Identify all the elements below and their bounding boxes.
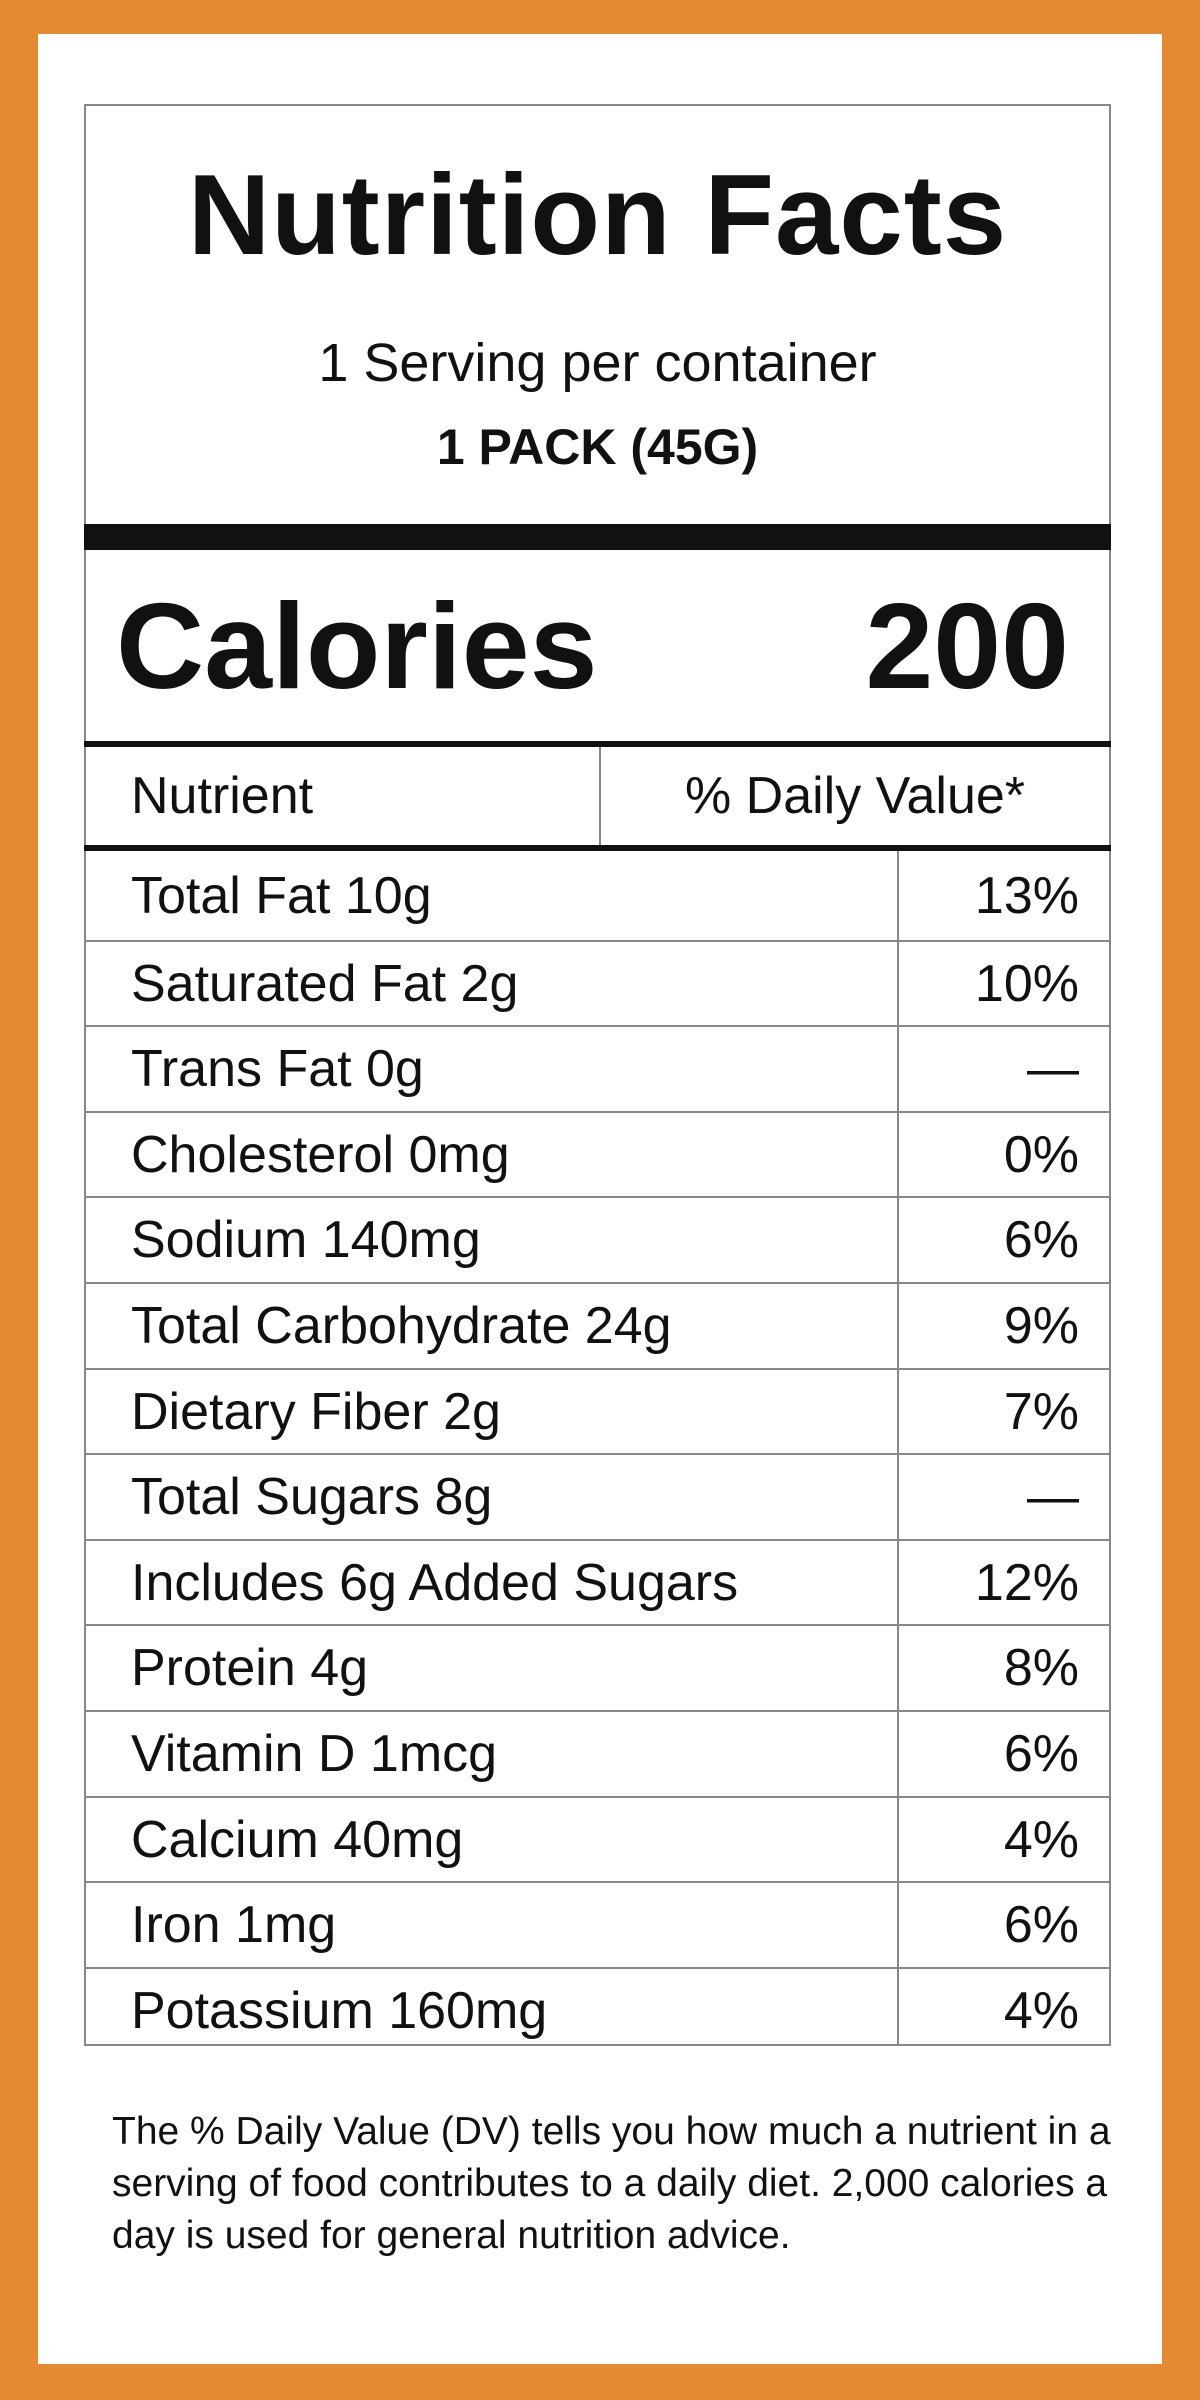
- footnote: The % Daily Value (DV) tells you how muc…: [112, 2110, 1111, 2257]
- table-row: Calcium 40mg 4%: [86, 1795, 1109, 1882]
- table-row: Cholesterol 0mg 0%: [86, 1110, 1109, 1197]
- daily-value: —: [1027, 1468, 1079, 1527]
- divider: [84, 524, 1111, 550]
- nutrient-name: Saturated Fat 2g: [131, 954, 519, 1013]
- calories-label: Calories: [116, 578, 598, 714]
- column-header: % Daily Value*: [684, 767, 1026, 825]
- table-row: Vitamin D 1mcg 6%: [86, 1710, 1109, 1796]
- daily-value: 6%: [1003, 1211, 1079, 1270]
- table-row: Total Sugars 8g —: [86, 1453, 1109, 1539]
- nutrient-name: Protein 4g: [131, 1639, 369, 1698]
- divider: [84, 845, 1111, 851]
- table-row: Potassium 160mg 4%: [86, 1966, 1109, 2053]
- table-row: Saturated Fat 2g 10%: [86, 939, 1109, 1026]
- daily-value: 12%: [974, 1553, 1079, 1612]
- nutrient-name: Potassium 160mg: [131, 1981, 548, 2040]
- serving-size: 1 PACK (45G): [436, 419, 759, 475]
- table-row: Total Fat 10g 13%: [86, 854, 1109, 940]
- table-row: Sodium 140mg 6%: [86, 1196, 1109, 1282]
- title: Nutrition Facts: [187, 152, 1008, 279]
- daily-value: 8%: [1003, 1639, 1079, 1698]
- nutrient-name: Vitamin D 1mcg: [131, 1725, 498, 1783]
- column-divider: [897, 851, 899, 2044]
- nutrition-label: Nutrition Facts 1 Serving per container …: [84, 104, 1111, 2046]
- nutrient-name: Trans Fat 0g: [131, 1040, 424, 1099]
- daily-value: 4%: [1003, 1810, 1079, 1869]
- table-row: Total Carbohydrate 24g 9%: [86, 1282, 1109, 1368]
- card: Nutrition Facts 1 Serving per container …: [38, 34, 1162, 2364]
- daily-value: 0%: [1003, 1125, 1079, 1184]
- nutrient-name: Calcium 40mg: [131, 1810, 464, 1869]
- daily-value: 9%: [1003, 1297, 1079, 1355]
- nutrient-name: Sodium 140mg: [131, 1211, 481, 1270]
- column-divider: [599, 747, 601, 845]
- daily-value: 4%: [1003, 1981, 1079, 2040]
- table-row: Iron 1mg 6%: [86, 1881, 1109, 1967]
- daily-value: 7%: [1003, 1382, 1079, 1441]
- nutrient-name: Includes 6g Added Sugars: [131, 1553, 739, 1612]
- nutrient-name: Total Fat 10g: [131, 867, 432, 925]
- table-row: Trans Fat 0g —: [86, 1025, 1109, 1111]
- daily-value: 6%: [1003, 1896, 1079, 1955]
- divider: [84, 741, 1111, 747]
- nutrient-name: Total Sugars 8g: [131, 1468, 493, 1527]
- table-row: Dietary Fiber 2g 7%: [86, 1367, 1109, 1454]
- table-body: Total Fat 10g 13% Saturated Fat 2g 10% Trans…: [86, 854, 1109, 2044]
- column-header: Nutrient: [131, 767, 314, 825]
- nutrient-name: Total Carbohydrate 24g: [131, 1297, 672, 1355]
- servings: 1 Serving per container: [318, 333, 877, 393]
- table-row: Protein 4g 8%: [86, 1624, 1109, 1710]
- daily-value: 10%: [974, 954, 1079, 1013]
- table-row: Includes 6g Added Sugars 12%: [86, 1538, 1109, 1625]
- nutrient-name: Iron 1mg: [131, 1896, 337, 1955]
- daily-value: —: [1027, 1040, 1079, 1099]
- nutrient-name: Cholesterol 0mg: [131, 1125, 510, 1184]
- calories-value: 200: [865, 578, 1069, 714]
- nutrient-name: Dietary Fiber 2g: [131, 1382, 501, 1441]
- daily-value: 13%: [974, 867, 1079, 925]
- daily-value: 6%: [1003, 1725, 1079, 1783]
